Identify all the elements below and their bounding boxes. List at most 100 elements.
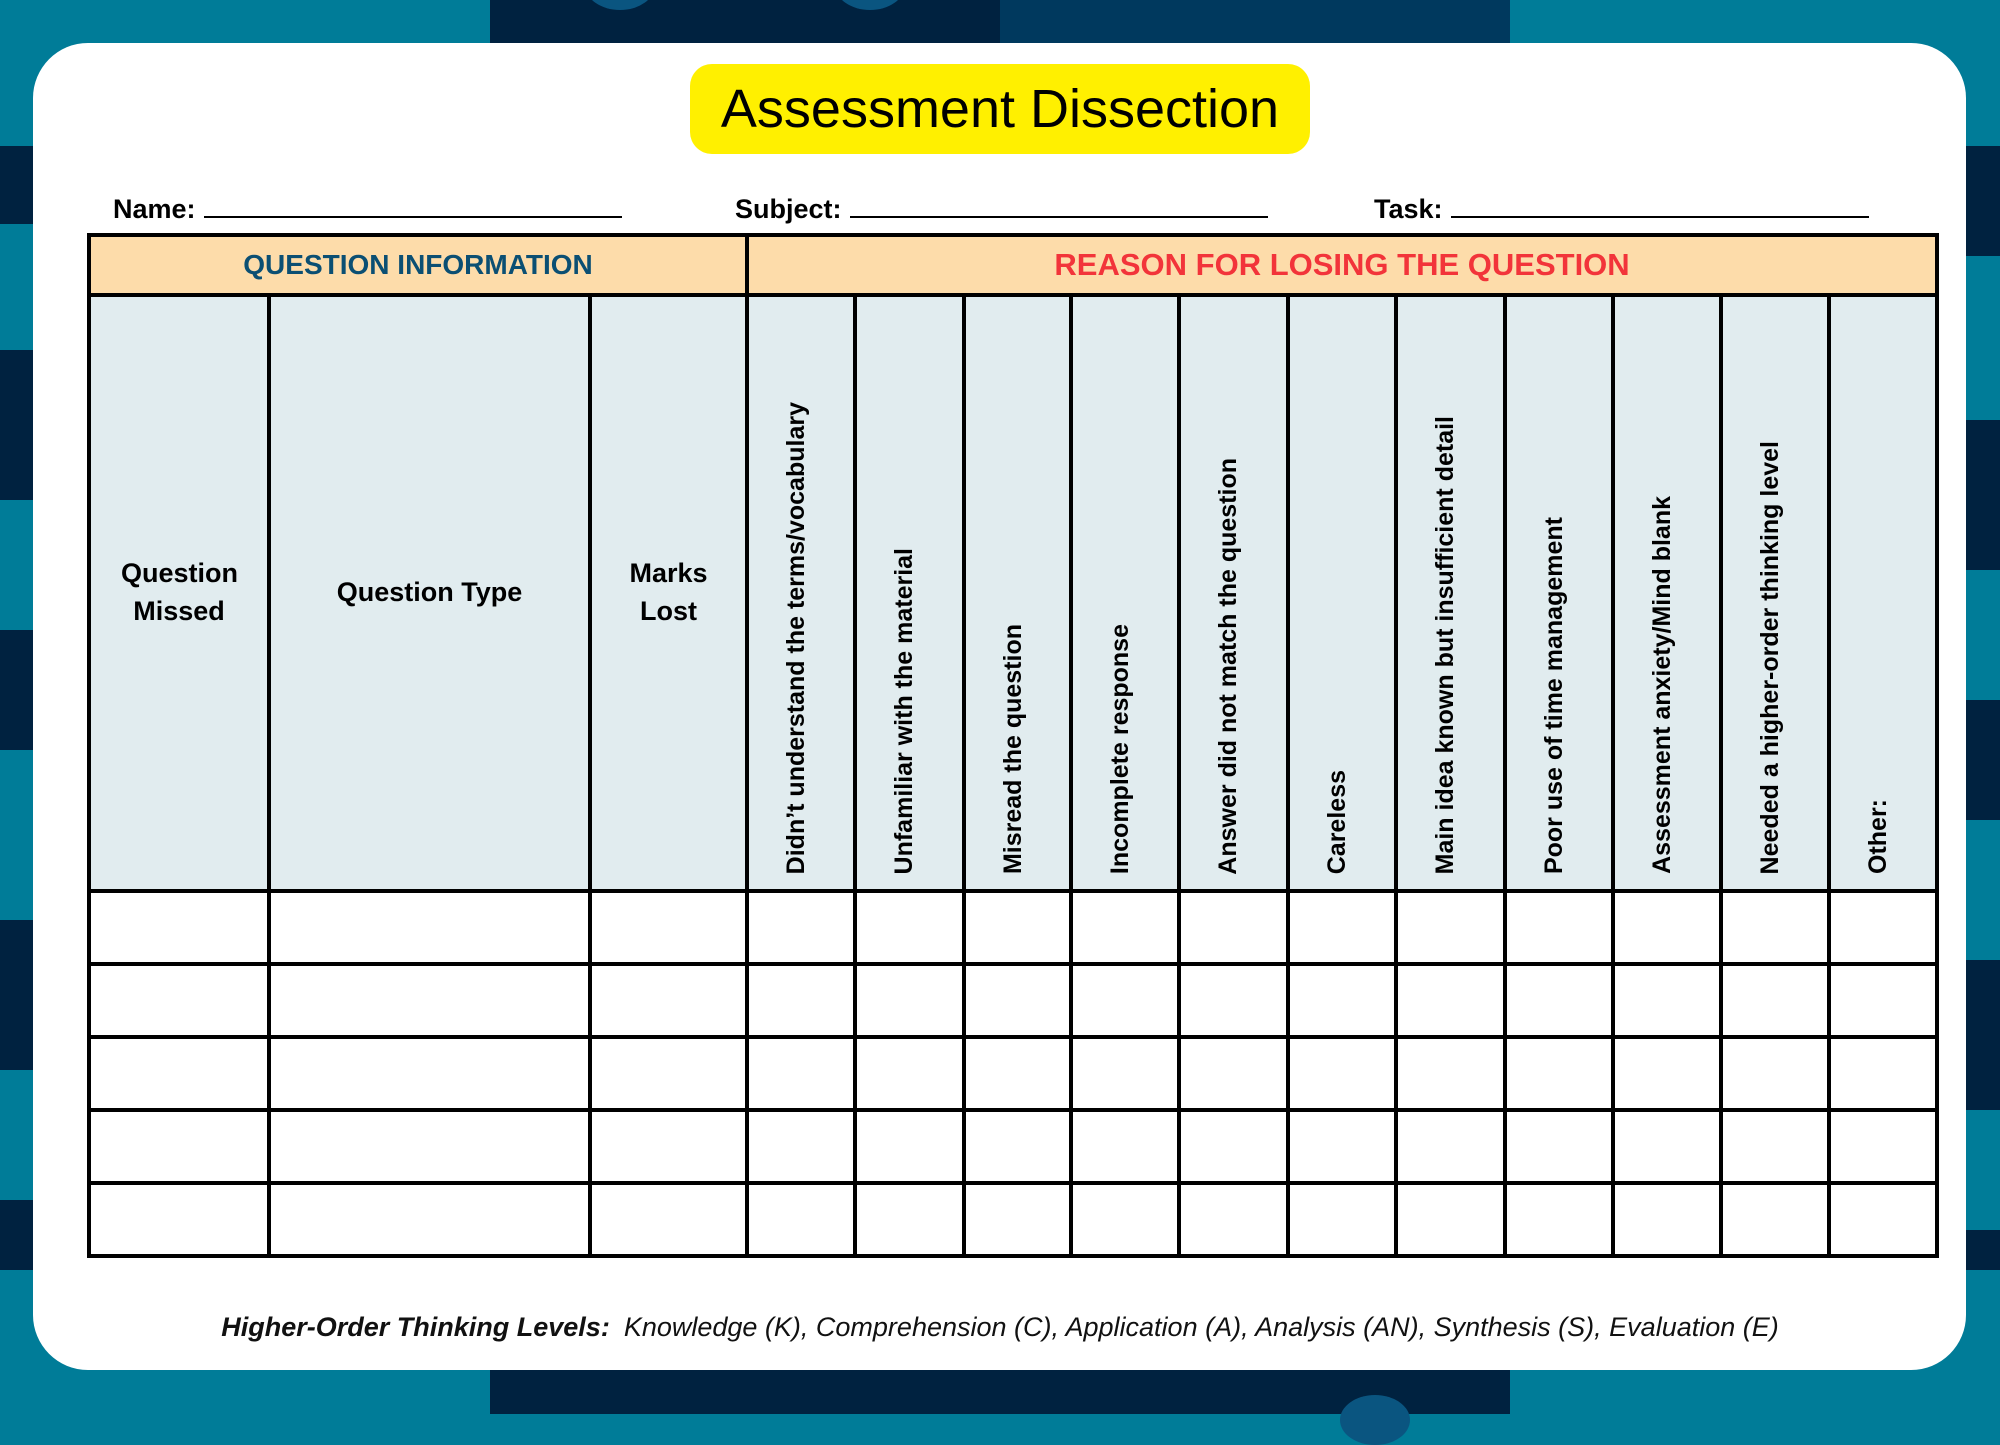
blank-cell[interactable]	[1719, 1035, 1832, 1112]
blank-cell[interactable]	[1286, 1181, 1399, 1258]
blank-cell[interactable]	[962, 962, 1074, 1039]
blank-cell[interactable]	[1827, 1181, 1940, 1258]
reason-label: Misread the question	[999, 624, 1028, 875]
blank-cell[interactable]	[1177, 889, 1291, 966]
table-row	[87, 962, 1940, 1039]
blank-cell[interactable]	[1827, 1108, 1940, 1185]
blank-cell[interactable]	[1394, 1181, 1508, 1258]
reason-column-header: Poor use of time management	[1503, 293, 1616, 893]
blank-cell[interactable]	[1719, 962, 1832, 1039]
blank-cell[interactable]	[1719, 1181, 1832, 1258]
blank-cell[interactable]	[1503, 1108, 1616, 1185]
name-field[interactable]: Name:	[113, 190, 622, 225]
reason-label: Main idea known but insufficient detail	[1431, 415, 1460, 875]
reason-column-header: Other:	[1827, 293, 1940, 893]
blank-cell[interactable]	[587, 1035, 750, 1112]
blank-cell[interactable]	[1177, 1108, 1291, 1185]
blank-cell[interactable]	[87, 889, 271, 966]
blank-cell[interactable]	[1394, 889, 1508, 966]
table-row	[87, 1035, 1940, 1112]
blank-cell[interactable]	[1719, 889, 1832, 966]
blank-cell[interactable]	[1177, 1181, 1291, 1258]
blank-cell[interactable]	[1503, 962, 1616, 1039]
blank-cell[interactable]	[1827, 1035, 1940, 1112]
reason-label: Answer did not match the question	[1214, 457, 1243, 875]
reason-label: Didn’t understand the terms/vocabulary	[782, 401, 811, 875]
blank-cell[interactable]	[1286, 1108, 1399, 1185]
blank-cell[interactable]	[1394, 1108, 1508, 1185]
reason-label: Assessment anxiety/Mind blank	[1648, 496, 1677, 875]
blank-cell[interactable]	[587, 889, 750, 966]
blank-cell[interactable]	[745, 1181, 858, 1258]
question-information-header: QUESTION INFORMATION	[86, 233, 750, 297]
blank-cell[interactable]	[87, 1108, 271, 1185]
blank-cell[interactable]	[962, 1181, 1074, 1258]
name-label: Name:	[113, 194, 196, 224]
page-title: Assessment Dissection	[690, 64, 1310, 154]
blank-cell[interactable]	[1069, 1108, 1182, 1185]
blank-cell[interactable]	[1611, 1108, 1724, 1185]
column-header-question-type: Question Type	[267, 293, 592, 893]
blank-cell[interactable]	[1503, 889, 1616, 966]
table-row	[87, 889, 1940, 966]
reason-column-header: Main idea known but insufficient detail	[1394, 293, 1508, 893]
blank-cell[interactable]	[1611, 1181, 1724, 1258]
blank-cell[interactable]	[1827, 889, 1940, 966]
column-header-question-missed: Question Missed	[87, 293, 271, 893]
blank-cell[interactable]	[87, 962, 271, 1039]
subject-input-line[interactable]	[849, 190, 1268, 218]
blank-cell[interactable]	[1611, 889, 1724, 966]
blank-cell[interactable]	[1069, 962, 1182, 1039]
blank-cell[interactable]	[745, 1108, 858, 1185]
blank-cell[interactable]	[267, 1181, 592, 1258]
blank-cell[interactable]	[1286, 889, 1399, 966]
reason-column-header: Unfamiliar with the material	[853, 293, 967, 893]
blank-cell[interactable]	[267, 1108, 592, 1185]
reason-column-header: Didn’t understand the terms/vocabulary	[745, 293, 858, 893]
blank-cell[interactable]	[1394, 1035, 1508, 1112]
blank-cell[interactable]	[587, 1181, 750, 1258]
column-header-marks-lost: Marks Lost	[587, 293, 750, 893]
blank-cell[interactable]	[853, 1108, 967, 1185]
blank-cell[interactable]	[1069, 1181, 1182, 1258]
blank-cell[interactable]	[1611, 1035, 1724, 1112]
blank-cell[interactable]	[853, 962, 967, 1039]
blank-cell[interactable]	[853, 889, 967, 966]
blank-cell[interactable]	[1286, 1035, 1399, 1112]
blank-cell[interactable]	[87, 1035, 271, 1112]
blank-cell[interactable]	[745, 1035, 858, 1112]
blank-cell[interactable]	[745, 962, 858, 1039]
blank-cell[interactable]	[962, 1035, 1074, 1112]
blank-cell[interactable]	[1719, 1108, 1832, 1185]
blank-cell[interactable]	[853, 1035, 967, 1112]
blank-cell[interactable]	[1394, 962, 1508, 1039]
blank-cell[interactable]	[1069, 1035, 1182, 1112]
blank-cell[interactable]	[267, 889, 592, 966]
blank-cell[interactable]	[1286, 962, 1399, 1039]
reason-column-header: Assessment anxiety/Mind blank	[1611, 293, 1724, 893]
blank-cell[interactable]	[267, 962, 592, 1039]
task-input-line[interactable]	[1450, 190, 1869, 218]
table-row	[87, 1108, 1940, 1185]
blank-cell[interactable]	[1503, 1035, 1616, 1112]
blank-cell[interactable]	[1827, 962, 1940, 1039]
reason-label: Poor use of time management	[1540, 517, 1569, 875]
blank-cell[interactable]	[962, 1108, 1074, 1185]
blank-cell[interactable]	[587, 962, 750, 1039]
blank-cell[interactable]	[962, 889, 1074, 966]
blank-cell[interactable]	[1177, 962, 1291, 1039]
reason-column-header: Answer did not match the question	[1177, 293, 1291, 893]
blank-cell[interactable]	[1503, 1181, 1616, 1258]
task-field[interactable]: Task:	[1374, 190, 1869, 225]
blank-cell[interactable]	[853, 1181, 967, 1258]
blank-cell[interactable]	[587, 1108, 750, 1185]
name-input-line[interactable]	[203, 190, 622, 218]
subject-field[interactable]: Subject:	[735, 190, 1268, 225]
blank-cell[interactable]	[1069, 889, 1182, 966]
blank-cell[interactable]	[1611, 962, 1724, 1039]
blank-cell[interactable]	[745, 889, 858, 966]
blank-cell[interactable]	[267, 1035, 592, 1112]
blank-cell[interactable]	[87, 1181, 271, 1258]
footer-note: Higher-Order Thinking Levels: Knowledge (…	[0, 1312, 2000, 1343]
blank-cell[interactable]	[1177, 1035, 1291, 1112]
